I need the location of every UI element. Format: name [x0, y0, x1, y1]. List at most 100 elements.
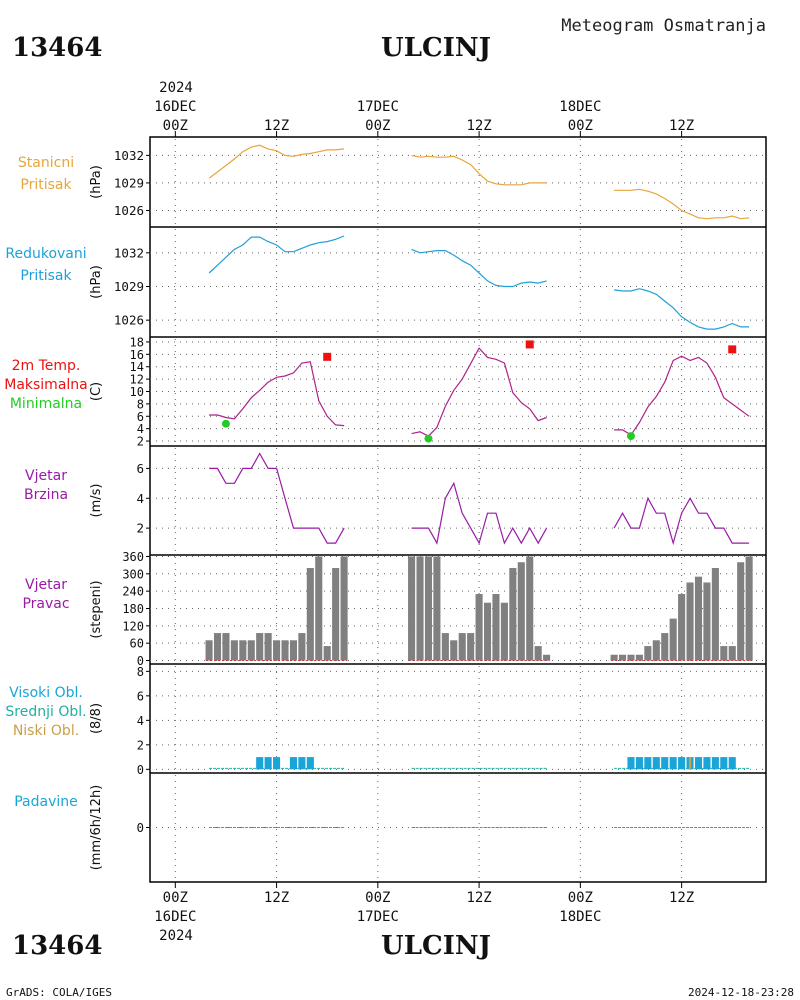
y-tick-label: 6 [137, 689, 144, 703]
wind-direction-bar [543, 654, 551, 661]
hour-label-top: 12Z [466, 118, 491, 134]
cloud-high-bar [661, 757, 669, 770]
series-line-reduced_pressure [411, 248, 547, 288]
day-label-bottom: 17DEC [357, 909, 399, 925]
day-label-top: 17DEC [357, 99, 399, 115]
y-tick-label: 4 [136, 491, 144, 506]
cloud-high-bar [652, 757, 660, 770]
series-line-temperature [411, 347, 547, 437]
panel-label: Padavine [14, 794, 78, 810]
wind-direction-bar [678, 594, 686, 661]
y-tick-label: 1032 [114, 245, 144, 260]
wind-direction-bar [728, 646, 736, 661]
panel-label: Vjetar [25, 577, 67, 593]
hour-label-bottom: 00Z [365, 890, 390, 906]
station-id-bottom: 13464 [12, 931, 102, 961]
y-tick-label: 2 [137, 435, 144, 449]
y-tick-label: 0 [137, 763, 144, 777]
y-tick-label: 8 [137, 665, 144, 679]
time-axis-bottom: 00Z 12Z 00Z 12Z 00Z 12Z 16DEC 17DEC 18DEC [154, 882, 694, 925]
day-label-top: 18DEC [559, 99, 601, 115]
panel-wind_speed: 2 4 6 Vjetar Brzina (m/s) [24, 445, 766, 553]
y-tick-label: 4 [137, 714, 144, 728]
day-label-bottom: 18DEC [559, 909, 601, 925]
series-line-station_pressure [411, 154, 547, 186]
cloud-high-bar [289, 757, 297, 770]
panel-label: Vjetar [25, 468, 67, 484]
y-tick-label: 2 [136, 521, 144, 536]
wind-direction-bar [441, 633, 449, 661]
y-tick-label: 14 [130, 360, 144, 374]
wind-direction-bar [500, 602, 508, 661]
hour-label-bottom: 00Z [568, 890, 593, 906]
cloud-high-bar [669, 757, 677, 770]
panel-precipitation: 0 Padavine (mm/6h/12h) [14, 772, 766, 880]
wind-direction-bar [205, 640, 213, 661]
cloud-high-bar [273, 757, 281, 770]
y-tick-label: 2 [137, 738, 144, 752]
cloud-high-bar [306, 757, 314, 770]
wind-direction-bar [213, 633, 222, 661]
wind-direction-bar [239, 640, 247, 661]
cloud-high-bar [711, 757, 719, 770]
wind-direction-bar [745, 556, 753, 661]
wind-direction-bar [230, 640, 238, 661]
unit-label: (C) [89, 382, 104, 401]
wind-direction-bar [635, 654, 643, 661]
series-line-wind_speed [411, 481, 548, 545]
cloud-high-bar [627, 757, 635, 770]
wind-direction-bar [315, 556, 323, 661]
series-line-station_pressure [614, 188, 750, 220]
unit-label: (hPa) [89, 165, 104, 199]
panel-label: Niski Obl. [13, 723, 79, 739]
series-line-wind_speed [613, 496, 750, 546]
panel-wind_direction: 0 60 120 180 240 300 360 Vjetar Pravac (stepeni) [22, 550, 766, 668]
panel-station_pressure: 1026 1029 1032 Stanicni Pritisak (hPa) [18, 139, 766, 225]
station-name-top: ULCINJ [381, 33, 491, 63]
panel-label: Maksimalna [4, 377, 88, 393]
wind-direction-bar [652, 640, 660, 661]
panel-label: Minimalna [10, 396, 82, 412]
day-label-top: 16DEC [154, 99, 196, 115]
panel-reduced_pressure: 1026 1029 1032 Redukovani Pritisak (hPa) [5, 226, 766, 335]
wind-direction-bar [534, 646, 542, 661]
panel-cloud_cover: 0 2 4 6 8 Visoki Obl. Srednji Obl. Niski Obl. (8… [5, 663, 766, 777]
wind-direction-bar [517, 562, 525, 661]
panel-label: Brzina [24, 487, 68, 503]
panel-label: Redukovani [5, 246, 86, 262]
hour-label-top: 12Z [669, 118, 694, 134]
wind-direction-bar [644, 646, 652, 661]
wind-direction-bar [686, 582, 694, 661]
cloud-low-bar [688, 757, 692, 770]
y-tick-label: 1029 [114, 175, 144, 190]
wind-direction-bar [424, 556, 433, 661]
wind-direction-bar [720, 646, 728, 661]
wind-direction-bar [450, 640, 458, 661]
unit-label: (mm/6h/12h) [89, 785, 104, 871]
cloud-high-bar [264, 757, 272, 770]
series-line-reduced_pressure [208, 235, 345, 274]
unit-label: (stepeni) [89, 580, 104, 638]
cloud-high-bar [256, 757, 264, 770]
max-temp-marker [728, 345, 737, 354]
cloud-high-bar [644, 757, 652, 770]
cloud-high-bar [635, 757, 643, 770]
panel-label: Srednji Obl. [5, 704, 86, 720]
cloud-high-bar [678, 757, 686, 770]
hour-label-top: 00Z [568, 118, 593, 134]
series-line-station_pressure [208, 144, 345, 179]
wind-direction-bar [247, 640, 255, 661]
hour-label-top: 12Z [264, 118, 289, 134]
y-tick-label: 1026 [114, 203, 144, 218]
wind-direction-bar [323, 646, 331, 661]
chart-frame [149, 136, 767, 883]
cloud-high-bar [720, 757, 728, 770]
time-axis-top: 00Z 12Z 00Z 12Z 00Z 12Z 16DEC 17DEC 18DEC [154, 99, 694, 137]
wind-direction-bar [703, 582, 711, 661]
credit: GrADS: COLA/IGES [6, 986, 112, 999]
wind-direction-bar [467, 633, 475, 661]
hour-label-bottom: 00Z [163, 890, 188, 906]
wind-direction-bar [458, 633, 466, 661]
unit-label: (hPa) [89, 265, 104, 299]
